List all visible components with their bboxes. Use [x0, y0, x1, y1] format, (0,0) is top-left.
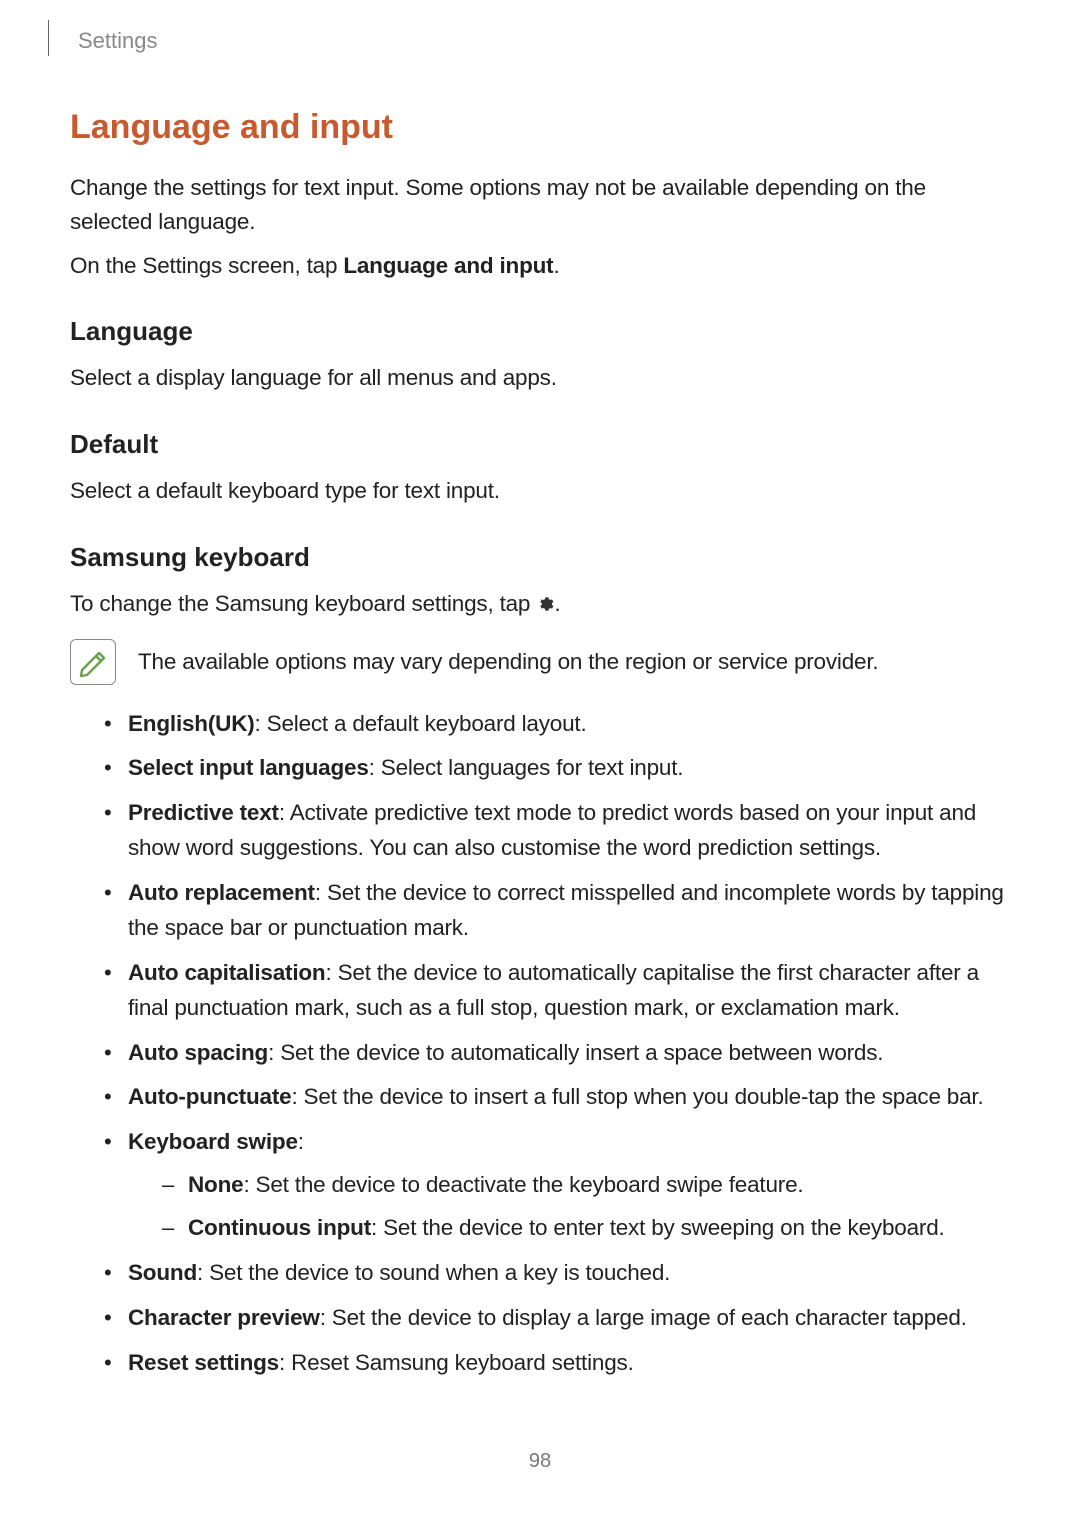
- header-rule: [48, 20, 49, 56]
- item-text: : Set the device to automatically insert…: [268, 1040, 883, 1065]
- note-icon: [70, 639, 116, 685]
- breadcrumb: Settings: [78, 28, 1010, 54]
- item-text: : Set the device to insert a full stop w…: [291, 1084, 983, 1109]
- intro-p2-suffix: .: [553, 253, 559, 278]
- page-container: Settings Language and input Change the s…: [0, 0, 1080, 1381]
- list-item-keyboard-swipe: Keyboard swipe: None: Set the device to …: [100, 1125, 1010, 1246]
- sub-item-text: : Set the device to deactivate the keybo…: [243, 1172, 803, 1197]
- samsung-lead-suffix: .: [554, 591, 560, 616]
- sub-item-label: Continuous input: [188, 1215, 371, 1240]
- item-text: : Set the device to sound when a key is …: [197, 1260, 670, 1285]
- samsung-lead: To change the Samsung keyboard settings,…: [70, 587, 1010, 623]
- item-label: English(UK): [128, 711, 255, 736]
- body-default: Select a default keyboard type for text …: [70, 474, 1010, 508]
- item-label: Auto spacing: [128, 1040, 268, 1065]
- item-label: Character preview: [128, 1305, 320, 1330]
- list-item: Character preview: Set the device to dis…: [100, 1301, 1010, 1336]
- heading-language: Language: [70, 316, 1010, 347]
- list-item: English(UK): Select a default keyboard l…: [100, 707, 1010, 742]
- list-item: Auto capitalisation: Set the device to a…: [100, 956, 1010, 1026]
- intro-paragraph-2: On the Settings screen, tap Language and…: [70, 249, 1010, 283]
- sub-list-item: None: Set the device to deactivate the k…: [158, 1168, 1010, 1203]
- intro-p2-prefix: On the Settings screen, tap: [70, 253, 343, 278]
- swipe-sub-list: None: Set the device to deactivate the k…: [128, 1168, 1010, 1246]
- page-number: 98: [0, 1450, 1080, 1473]
- samsung-option-list: English(UK): Select a default keyboard l…: [70, 707, 1010, 1381]
- intro-paragraph-1: Change the settings for text input. Some…: [70, 171, 1010, 239]
- list-item: Auto spacing: Set the device to automati…: [100, 1036, 1010, 1071]
- note-text: The available options may vary depending…: [138, 649, 878, 675]
- sub-item-label: None: [188, 1172, 243, 1197]
- item-label: Keyboard swipe: [128, 1129, 298, 1154]
- item-label: Select input languages: [128, 755, 369, 780]
- list-item: Reset settings: Reset Samsung keyboard s…: [100, 1346, 1010, 1381]
- item-text: : Select languages for text input.: [369, 755, 684, 780]
- page-title: Language and input: [70, 108, 1010, 147]
- heading-default: Default: [70, 429, 1010, 460]
- item-text: :: [298, 1129, 304, 1154]
- sub-item-text: : Set the device to enter text by sweepi…: [371, 1215, 945, 1240]
- list-item: Predictive text: Activate predictive tex…: [100, 796, 1010, 866]
- item-label: Predictive text: [128, 800, 279, 825]
- body-language: Select a display language for all menus …: [70, 361, 1010, 395]
- intro-p2-bold: Language and input: [343, 253, 553, 278]
- item-text: : Set the device to display a large imag…: [320, 1305, 967, 1330]
- item-label: Sound: [128, 1260, 197, 1285]
- list-item: Select input languages: Select languages…: [100, 751, 1010, 786]
- item-label: Auto-punctuate: [128, 1084, 291, 1109]
- samsung-lead-prefix: To change the Samsung keyboard settings,…: [70, 591, 536, 616]
- list-item: Auto-punctuate: Set the device to insert…: [100, 1080, 1010, 1115]
- list-item: Auto replacement: Set the device to corr…: [100, 876, 1010, 946]
- note-box: The available options may vary depending…: [70, 639, 1010, 685]
- item-text: : Select a default keyboard layout.: [255, 711, 587, 736]
- gear-icon: [536, 589, 554, 623]
- item-text: : Reset Samsung keyboard settings.: [279, 1350, 634, 1375]
- item-label: Auto capitalisation: [128, 960, 325, 985]
- item-label: Reset settings: [128, 1350, 279, 1375]
- sub-list-item: Continuous input: Set the device to ente…: [158, 1211, 1010, 1246]
- list-item: Sound: Set the device to sound when a ke…: [100, 1256, 1010, 1291]
- heading-samsung-keyboard: Samsung keyboard: [70, 542, 1010, 573]
- item-label: Auto replacement: [128, 880, 315, 905]
